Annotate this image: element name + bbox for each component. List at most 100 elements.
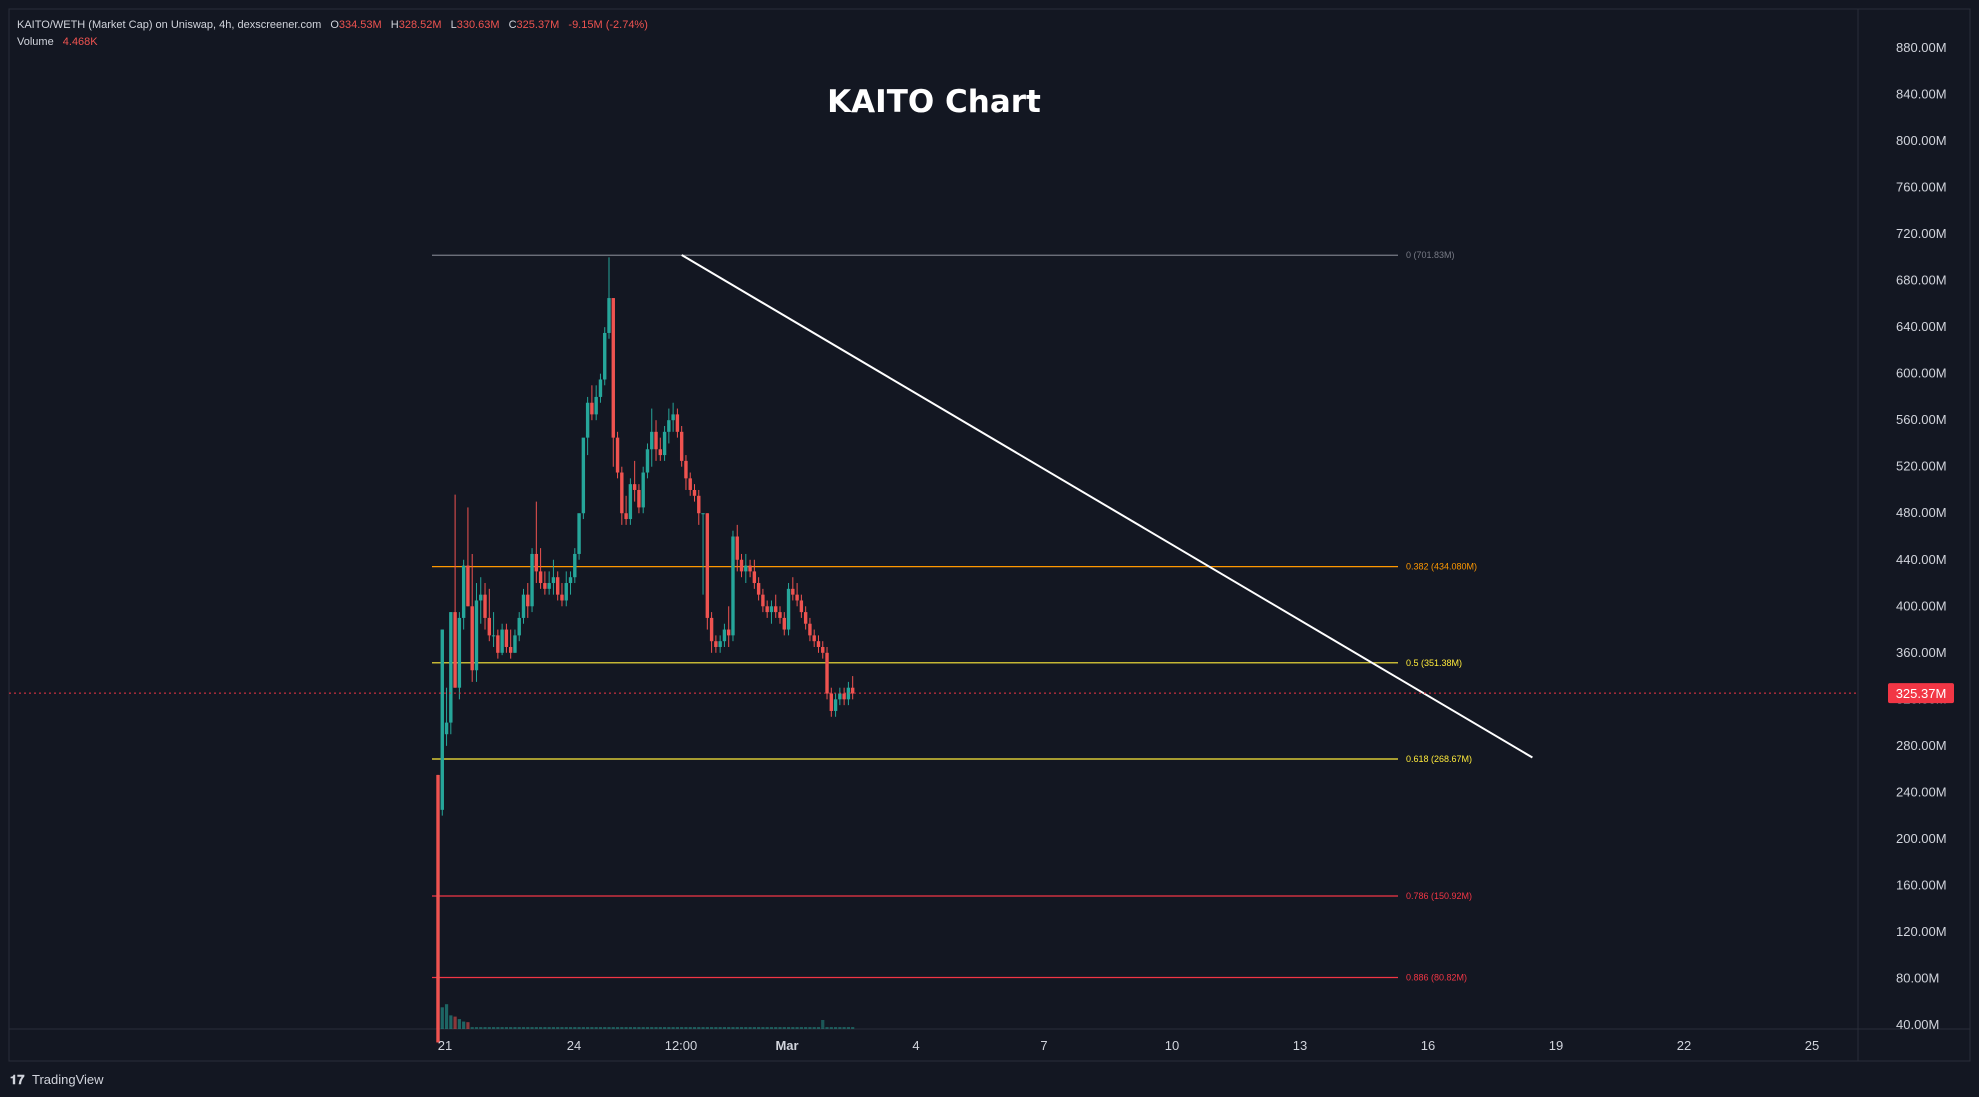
volume-bar bbox=[449, 1015, 453, 1029]
x-tick-label: 22 bbox=[1677, 1038, 1691, 1053]
candle-body bbox=[526, 594, 530, 607]
candle-body bbox=[577, 513, 581, 554]
open-value: 334.53M bbox=[339, 19, 382, 31]
volume-bar bbox=[586, 1027, 590, 1029]
last-price-tag: 325.37M bbox=[1888, 683, 1954, 704]
volume-bar bbox=[453, 1016, 457, 1029]
volume-bar bbox=[650, 1027, 654, 1029]
candle-body bbox=[645, 449, 650, 473]
volume-bar bbox=[560, 1027, 564, 1029]
candle-body bbox=[594, 396, 598, 415]
candle-body bbox=[453, 612, 457, 688]
volume-bar bbox=[479, 1027, 483, 1029]
candle-body bbox=[761, 594, 765, 607]
candle-body bbox=[538, 571, 543, 584]
candle-body bbox=[748, 565, 752, 572]
candle-body bbox=[774, 606, 778, 613]
y-tick-label: 160.00M bbox=[1896, 877, 1947, 892]
volume-bar bbox=[769, 1027, 774, 1029]
volume-bar bbox=[718, 1027, 722, 1029]
volume-bar bbox=[722, 1027, 727, 1029]
y-tick-label: 480.00M bbox=[1896, 505, 1947, 520]
x-tick-label: 24 bbox=[567, 1038, 581, 1053]
x-tick-label: 4 bbox=[912, 1038, 919, 1053]
candle-body bbox=[679, 431, 684, 461]
x-tick-label: 25 bbox=[1805, 1038, 1819, 1053]
candle-body bbox=[714, 641, 718, 647]
open-label: O bbox=[330, 19, 339, 31]
volume-bar bbox=[667, 1027, 671, 1029]
candle-body bbox=[688, 478, 692, 490]
y-tick-label: 520.00M bbox=[1896, 459, 1947, 474]
volume-bar bbox=[539, 1027, 543, 1029]
candle-body bbox=[543, 583, 547, 589]
candle-body bbox=[765, 606, 769, 613]
candle-body bbox=[508, 646, 513, 653]
candle-body bbox=[496, 635, 500, 653]
volume-bar bbox=[825, 1027, 829, 1029]
volume-bar bbox=[701, 1027, 705, 1029]
volume-bar bbox=[731, 1027, 735, 1029]
volume-bar bbox=[474, 1027, 479, 1029]
volume-bar bbox=[748, 1027, 752, 1029]
candle-body bbox=[547, 583, 551, 589]
candle-body bbox=[517, 617, 521, 636]
volume-bar bbox=[782, 1027, 786, 1029]
time-axis[interactable]: 21 24 12:00 Mar 4 7 10 13 16 19 22 25 bbox=[438, 1038, 1819, 1053]
candle-body bbox=[709, 617, 714, 642]
candle-body bbox=[530, 553, 534, 607]
volume-bar bbox=[654, 1027, 658, 1029]
volume-bar bbox=[744, 1027, 748, 1029]
volume-bar bbox=[697, 1027, 701, 1029]
y-tick-label: 440.00M bbox=[1896, 552, 1947, 567]
candle-body bbox=[756, 583, 761, 595]
volume-bar bbox=[816, 1027, 821, 1029]
candle-body bbox=[658, 449, 662, 456]
candle-body bbox=[632, 484, 637, 490]
close-value: 325.37M bbox=[517, 19, 560, 31]
volume-bar bbox=[735, 1027, 739, 1029]
candle-body bbox=[483, 594, 487, 618]
candle-body bbox=[701, 513, 705, 515]
volume-bar bbox=[615, 1027, 620, 1029]
candle-body bbox=[491, 635, 496, 637]
candle-body bbox=[564, 583, 568, 601]
volume-bar bbox=[846, 1027, 850, 1029]
candle-body bbox=[603, 332, 607, 380]
candle-body bbox=[825, 652, 829, 694]
tradingview-logo[interactable]: 𝟏𝟕 TradingView bbox=[10, 1072, 104, 1087]
volume-bar bbox=[470, 1027, 474, 1029]
y-tick-label: 880.00M bbox=[1896, 40, 1947, 55]
volume-bar bbox=[504, 1027, 508, 1029]
volume-bar bbox=[804, 1027, 808, 1029]
volume-bar bbox=[547, 1027, 551, 1029]
high-value: 328.52M bbox=[399, 19, 442, 31]
candle-body bbox=[534, 553, 539, 572]
candle-body bbox=[513, 635, 517, 653]
brand-text: TradingView bbox=[32, 1072, 104, 1087]
y-tick-label: 120.00M bbox=[1896, 924, 1947, 939]
low-label: L bbox=[451, 19, 457, 31]
candle-body bbox=[684, 460, 688, 479]
volume-bar bbox=[526, 1027, 530, 1029]
volume-bar bbox=[620, 1027, 624, 1029]
fib-level-label: 0.618 (268.67M) bbox=[1406, 754, 1472, 764]
volume-bar bbox=[517, 1027, 521, 1029]
volume-bar bbox=[684, 1027, 688, 1029]
candle-body bbox=[722, 629, 727, 642]
header-legend: KAITO/WETH (Market Cap) on Uniswap, 4h, … bbox=[17, 19, 648, 31]
y-tick-label: 600.00M bbox=[1896, 366, 1947, 381]
volume-bar bbox=[675, 1027, 679, 1029]
trendline[interactable] bbox=[681, 254, 1533, 759]
candle-body bbox=[585, 402, 590, 438]
candle-body bbox=[795, 594, 799, 601]
fibonacci-retracement[interactable]: 0 (701.83M) 0.382 (434.080M) 0.5 (351.38M)… bbox=[432, 250, 1477, 983]
price-axis[interactable]: 880.00M 840.00M 800.00M 760.00M 720.00M 680.0… bbox=[1896, 40, 1947, 1032]
volume-bar bbox=[727, 1027, 731, 1029]
candle-body bbox=[752, 571, 757, 584]
volume-bar bbox=[530, 1027, 534, 1029]
volume-bar bbox=[637, 1027, 641, 1029]
y-tick-label: 680.00M bbox=[1896, 273, 1947, 288]
candle-body bbox=[744, 565, 748, 572]
